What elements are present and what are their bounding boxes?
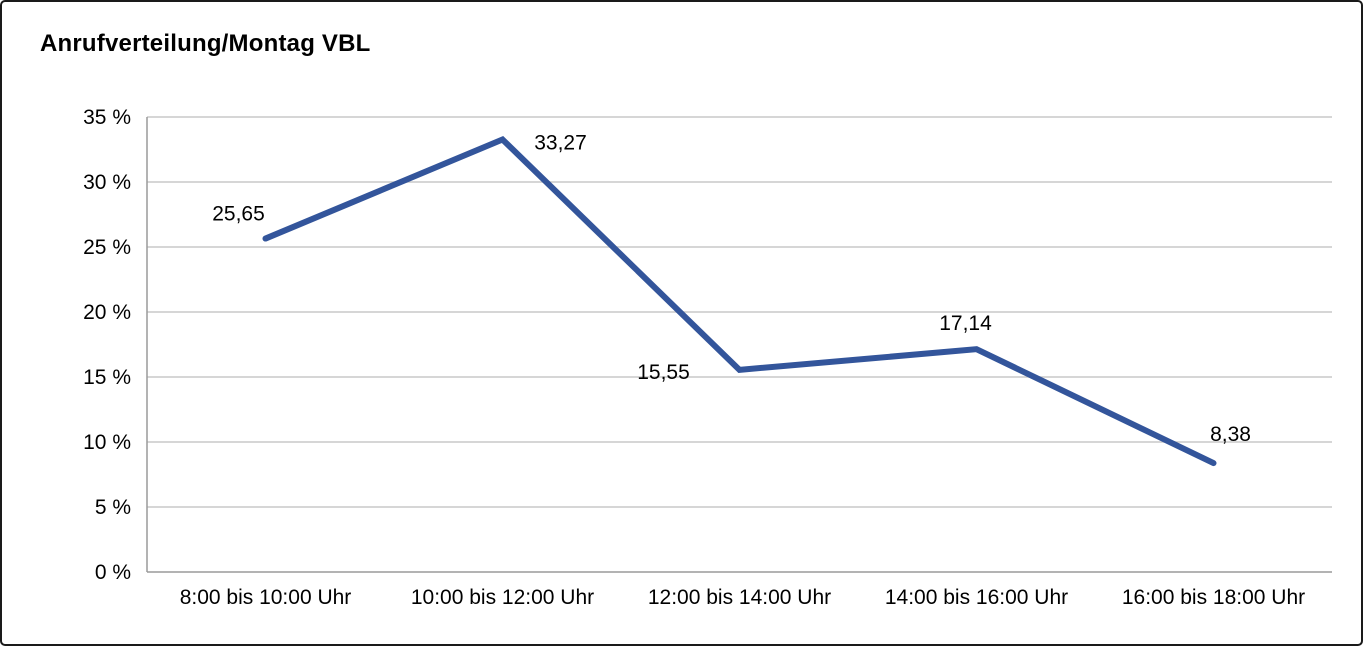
x-category-label: 16:00 bis 18:00 Uhr (1122, 586, 1305, 609)
y-tick-label: 25 % (83, 236, 131, 259)
data-point-label: 25,65 (212, 203, 265, 226)
chart-title: Anrufverteilung/Montag VBL (40, 30, 371, 57)
y-tick-label: 10 % (83, 431, 131, 454)
x-category-label: 14:00 bis 16:00 Uhr (885, 586, 1068, 609)
x-category-label: 10:00 bis 12:00 Uhr (411, 586, 594, 609)
y-tick-label: 30 % (83, 171, 131, 194)
x-category-label: 12:00 bis 14:00 Uhr (648, 586, 831, 609)
y-tick-label: 35 % (83, 106, 131, 129)
data-point-label: 15,55 (637, 361, 690, 384)
data-point-label: 33,27 (534, 131, 587, 154)
x-category-label: 8:00 bis 10:00 Uhr (180, 586, 352, 609)
data-point-label: 17,14 (939, 312, 992, 335)
data-line (262, 135, 1217, 467)
data-point-label: 8,38 (1210, 423, 1251, 446)
y-tick-label: 0 % (95, 561, 131, 584)
y-tick-label: 5 % (95, 496, 131, 519)
y-tick-label: 20 % (83, 301, 131, 324)
y-tick-label: 15 % (83, 366, 131, 389)
